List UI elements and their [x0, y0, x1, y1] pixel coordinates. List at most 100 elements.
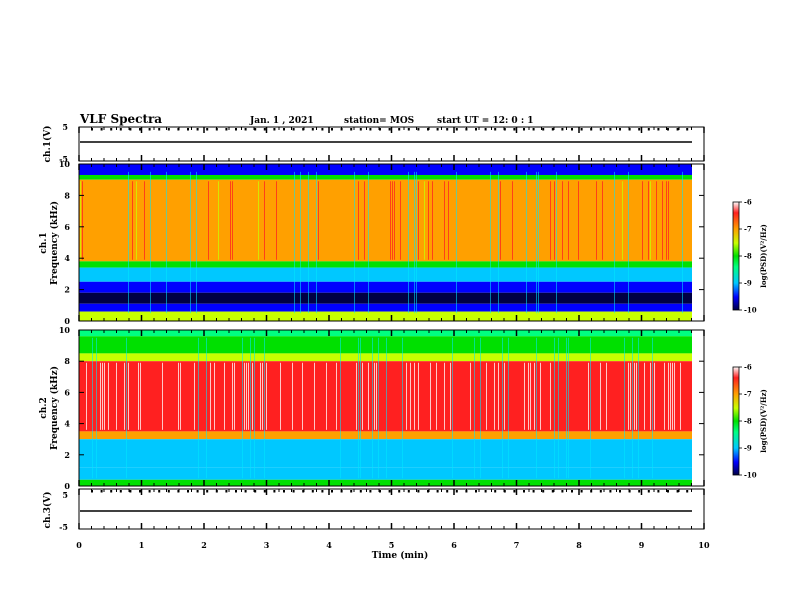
ch1-streak [662, 181, 663, 260]
ch2-streak [654, 362, 655, 430]
ch2-streak [326, 362, 327, 430]
ch2-streak [376, 362, 377, 430]
ch1-streak [600, 181, 601, 260]
ch2-spike [638, 337, 639, 479]
ch3-voltage-frame [78, 488, 705, 530]
ch1v-marker [196, 128, 199, 131]
ch2-spike [624, 337, 625, 479]
ch2-streak [680, 362, 681, 430]
ch1-streak [434, 181, 435, 260]
x-axis-label: Time (min) [372, 550, 429, 561]
ch1-spike [294, 171, 295, 314]
x-tick-label: 3 [264, 540, 270, 550]
ch2-streak [266, 362, 267, 430]
ch1v-marker [254, 128, 257, 131]
ch1v-marker [407, 128, 410, 131]
ch1v-marker [580, 128, 583, 131]
ch3v-marker [177, 490, 180, 493]
ch1-spike [414, 171, 415, 314]
ch2-spike [242, 337, 243, 479]
ch1-band-0 [79, 164, 692, 175]
ch1-streak [642, 181, 643, 260]
ch2-streak [302, 362, 303, 430]
ch1v-marker [503, 128, 506, 131]
ch2-streak [650, 362, 651, 430]
ch1v-marker [235, 128, 237, 131]
ch2-streak [630, 362, 631, 430]
ch3v-marker [599, 490, 602, 493]
ch1-streak [546, 181, 547, 260]
ch1v-marker [331, 128, 333, 131]
ch2-band-6 [79, 467, 692, 480]
ch1-band-4 [79, 267, 692, 282]
ch2-streak [246, 362, 247, 430]
ch1-streak [236, 181, 237, 260]
ch2-streak [180, 362, 181, 430]
ch3v-marker [388, 490, 391, 493]
ch1-streak [370, 181, 371, 260]
ch1-band-8 [79, 311, 692, 321]
ch2-streak [488, 362, 489, 430]
ch3v-marker [446, 490, 449, 493]
ch1v-marker [100, 128, 103, 131]
ch3v-marker [148, 490, 151, 493]
ch1v-marker [532, 128, 535, 131]
ch1-streak [442, 181, 443, 260]
ch2-streak [306, 362, 307, 430]
ch1-ytick-label: 0 [64, 316, 70, 326]
ch2-band-7 [79, 479, 692, 486]
ch1-streak [82, 181, 83, 260]
ch1v-marker [158, 128, 161, 131]
ch2-spike [568, 337, 569, 479]
x-tick-label: 6 [451, 540, 457, 550]
ch1-spike [526, 171, 527, 314]
ch2-streak [540, 362, 541, 430]
ch1v-marker [388, 128, 391, 131]
ch3v-marker [532, 490, 535, 493]
ch1-streak [342, 181, 343, 260]
ch1-streak [232, 181, 233, 260]
ch1v-marker [263, 128, 266, 131]
ch1v-marker [542, 128, 545, 131]
ch1v-ytick-neg5: -5 [59, 154, 68, 164]
time-axis: 0 1 2 3 4 5 6 7 8 9 10 [76, 127, 710, 550]
ch2-streak [290, 362, 291, 430]
ch1-streak [446, 181, 447, 260]
ch1v-marker [292, 128, 295, 131]
ch1-streak [162, 181, 163, 260]
ch2-streak [104, 362, 105, 430]
ch1-band-2 [79, 179, 692, 262]
ch3v-marker [417, 490, 420, 493]
ch1-streak [578, 181, 579, 260]
ch1v-marker [359, 128, 362, 131]
ch3v-marker [225, 490, 228, 493]
ch1-spike [682, 171, 683, 314]
colorbar-tick-label: -9 [744, 444, 752, 453]
ch1-ytick-label: 2 [64, 285, 70, 295]
ch3v-marker [206, 490, 209, 493]
ch2-ylabel-channel: ch.2 [39, 397, 49, 418]
ch1-streak [468, 181, 469, 260]
ch2-band-4 [79, 431, 692, 440]
ch1-streak [218, 181, 219, 260]
ch1-streak [106, 181, 107, 260]
ch1-streak [562, 181, 563, 260]
ch3v-marker [628, 490, 631, 493]
ch3v-marker [427, 490, 429, 493]
ch1-streak [554, 181, 555, 260]
ch3v-marker [609, 490, 612, 493]
ch1-ylabel-frequency: Frequency (kHz) [49, 201, 60, 285]
ch1-streak [88, 181, 89, 260]
ch2-streak [314, 362, 315, 430]
colorbar-tick-label: -10 [744, 471, 757, 480]
ch1-streak [244, 181, 245, 260]
ch1-ytick-label: 6 [64, 222, 70, 232]
ch2-streak [414, 362, 415, 430]
ch3v-marker [196, 490, 199, 493]
ch1v-marker [273, 128, 276, 131]
ch2-y-ticks: 10 8 6 4 2 0 [59, 325, 704, 491]
ch2-streak [374, 362, 375, 430]
ch1-streak [212, 181, 213, 260]
ch2-streak [490, 362, 491, 430]
ch1v-marker [619, 128, 621, 131]
